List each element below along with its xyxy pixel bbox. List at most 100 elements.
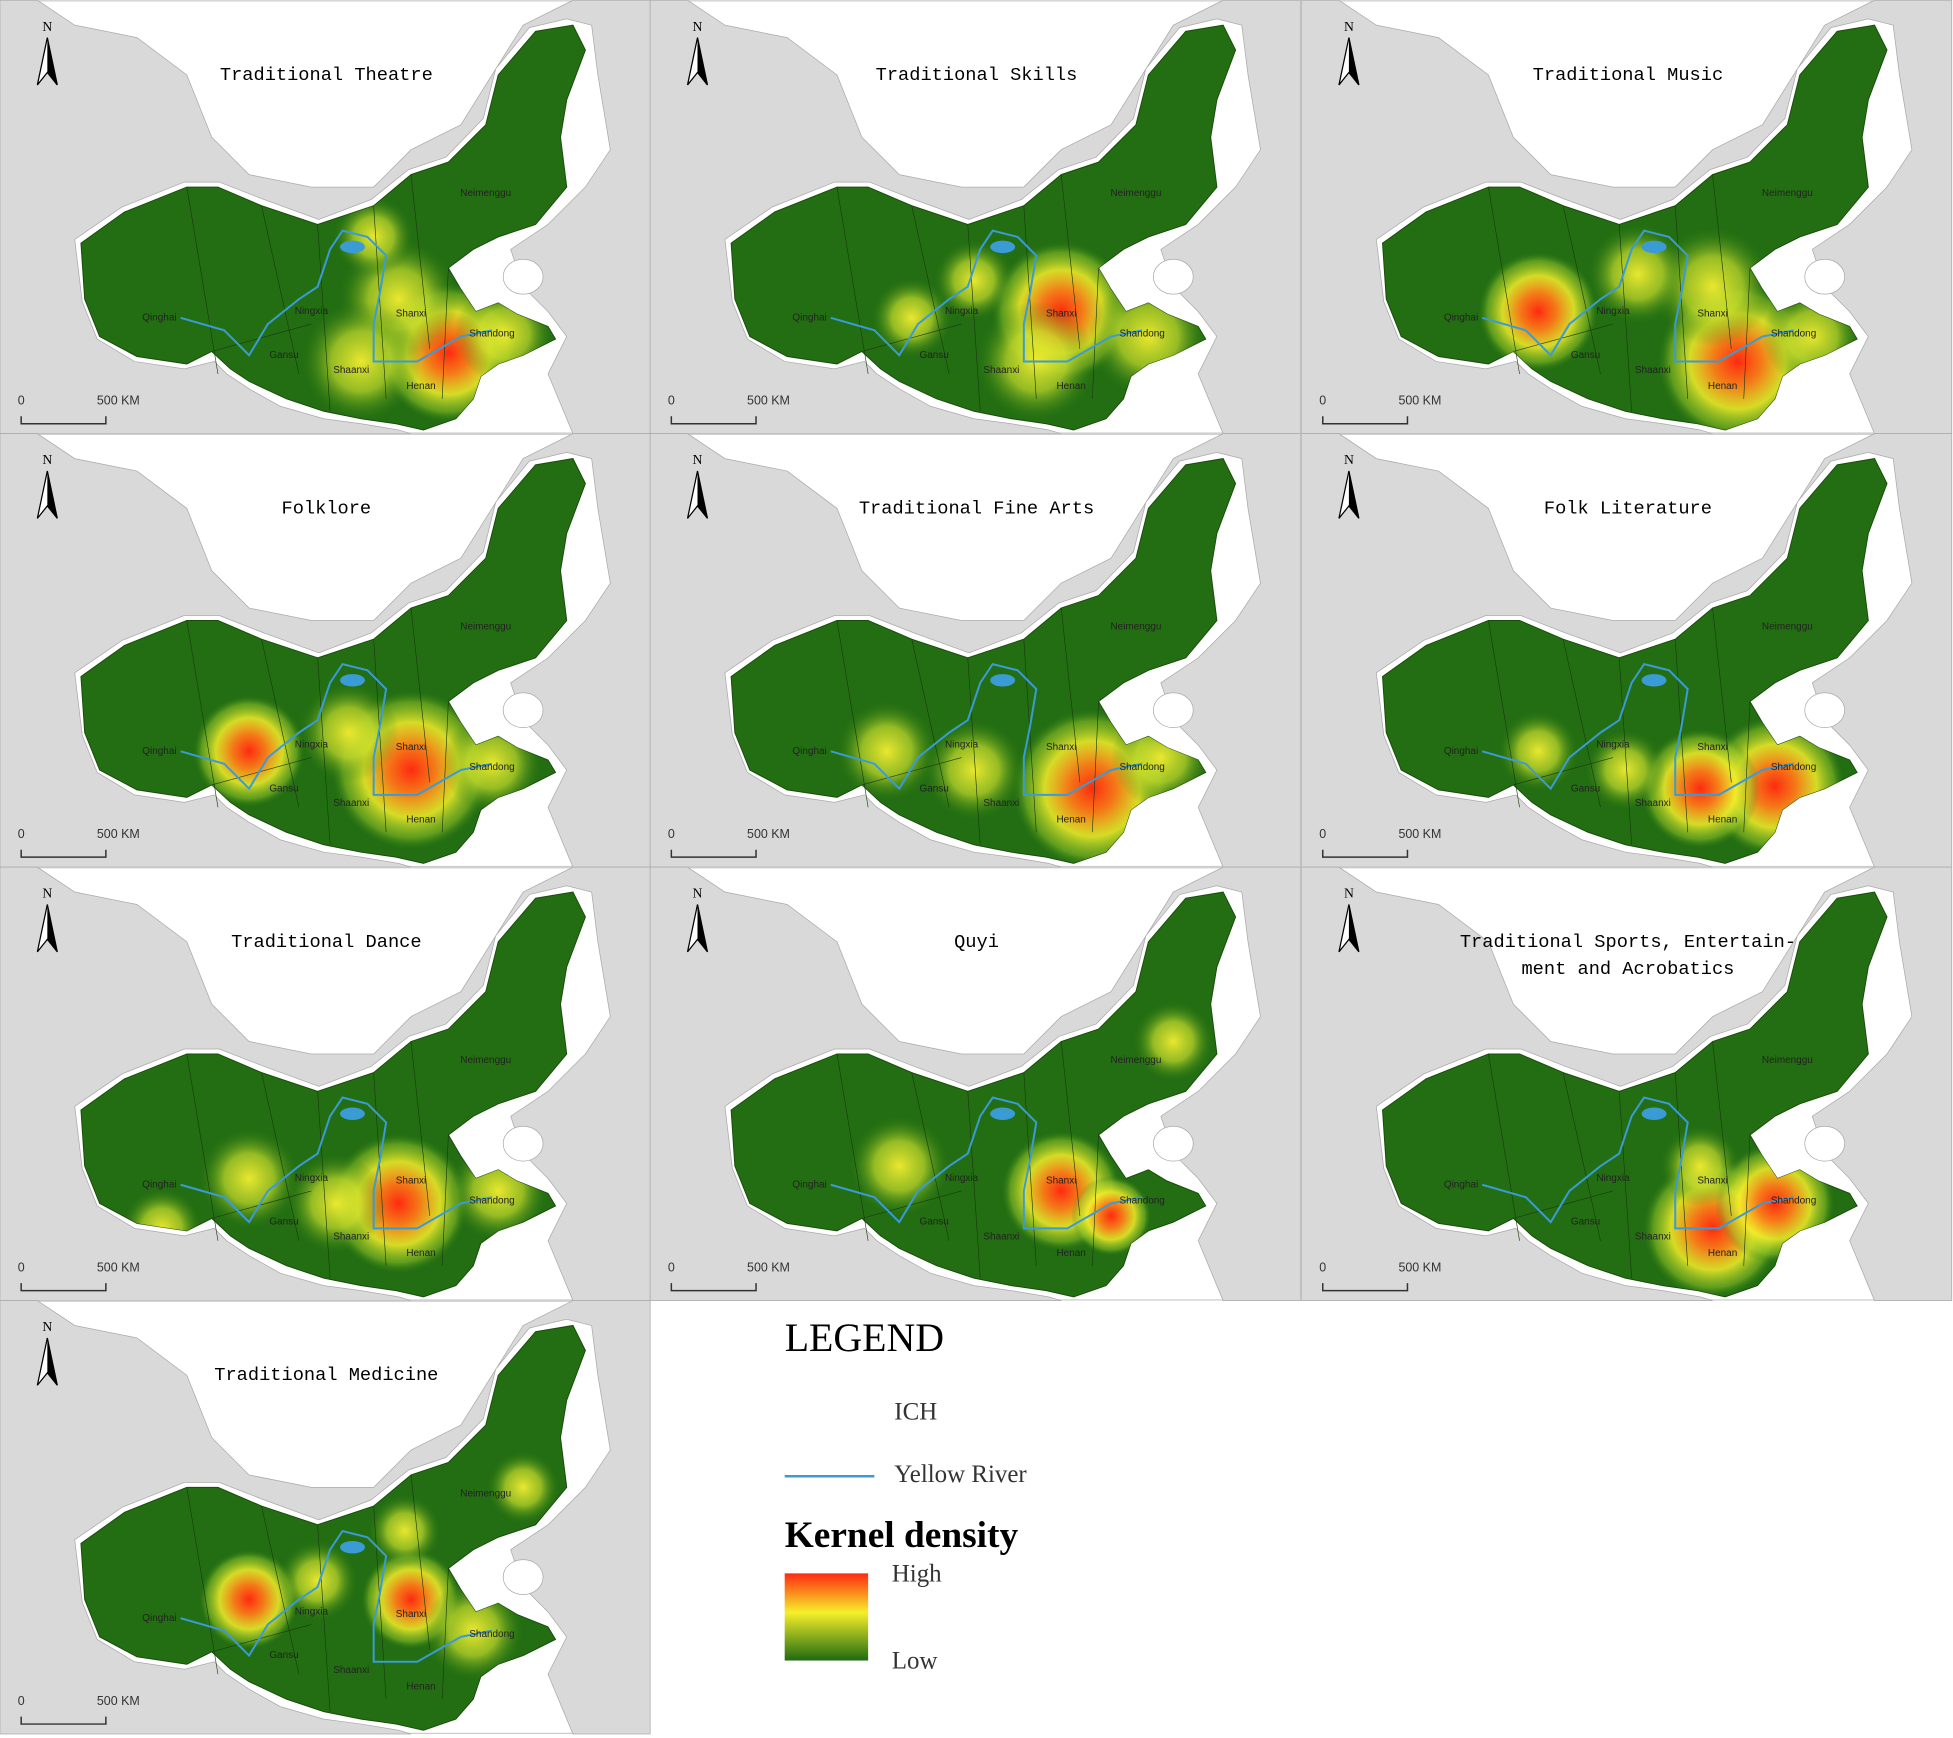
- province-label: Gansu: [919, 1217, 948, 1228]
- province-label: Ningxia: [295, 306, 329, 317]
- province-border: [836, 1053, 869, 1241]
- yellow-river: [1481, 1096, 1794, 1230]
- panel-title: Traditional Fine Arts: [859, 497, 1094, 519]
- province-label: Henan: [1056, 381, 1085, 392]
- province-label: Gansu: [919, 350, 948, 361]
- province-label: Shandong: [469, 762, 514, 773]
- province-border: [1562, 205, 1601, 374]
- river-loop: [340, 674, 365, 687]
- yellow-river: [180, 229, 493, 363]
- province-label: Gansu: [269, 783, 298, 794]
- province-border: [911, 205, 950, 374]
- province-label: Shandong: [469, 1196, 514, 1207]
- province-border: [861, 323, 962, 352]
- scale-bar: [1322, 849, 1409, 858]
- yellow-river: [830, 662, 1143, 796]
- province-border: [1060, 174, 1081, 350]
- province-label: Shanxi: [1697, 309, 1727, 320]
- scale-end: 500 KM: [1398, 1260, 1441, 1274]
- province-border: [1674, 1072, 1689, 1266]
- province-label: Henan: [406, 1681, 435, 1692]
- province-label: Henan: [406, 814, 435, 825]
- north-label: N: [1344, 452, 1354, 467]
- panel-title: Traditional Music: [1533, 64, 1723, 86]
- province-border: [211, 323, 312, 352]
- density-hotspot: [487, 1451, 559, 1524]
- province-border: [410, 608, 431, 783]
- province-label: Gansu: [1571, 1217, 1600, 1228]
- province-label: Shandong: [1771, 329, 1816, 340]
- province-label: Neimenggu: [460, 621, 511, 632]
- legend-high: High: [892, 1561, 942, 1588]
- province-label: Shaanxi: [1635, 1232, 1671, 1243]
- yellow-river: [1481, 229, 1794, 363]
- province-label: Ningxia: [945, 740, 979, 751]
- province-border: [1618, 1091, 1632, 1279]
- province-border: [441, 1134, 449, 1266]
- province-border: [373, 639, 387, 833]
- north-arrow-fill: [1348, 904, 1359, 952]
- density-hotspot: [193, 695, 305, 808]
- province-label: Shaanxi: [983, 1232, 1019, 1243]
- province-border: [373, 1506, 387, 1700]
- province-border: [967, 657, 981, 845]
- province-label: Neimenggu: [460, 1488, 511, 1499]
- bohai-sea: [1804, 258, 1846, 295]
- province-border: [1743, 1134, 1751, 1266]
- province-label: Shaanxi: [1635, 365, 1671, 376]
- density-layer: [849, 1001, 1214, 1256]
- density-hotspot: [333, 197, 414, 277]
- yellow-river: [180, 1096, 493, 1230]
- province-border: [1513, 1190, 1614, 1219]
- density-hotspot: [423, 1580, 524, 1681]
- province-label: Shaanxi: [1635, 798, 1671, 809]
- north-label: N: [693, 886, 703, 901]
- river-loop: [990, 1107, 1016, 1120]
- province-border: [1674, 639, 1689, 833]
- province-border: [1023, 639, 1037, 833]
- density-hotspot: [924, 720, 1024, 820]
- scale-end: 500 KM: [1398, 394, 1441, 408]
- density-layer: [199, 1451, 559, 1681]
- province-border: [1674, 205, 1689, 399]
- province-label: Shaanxi: [333, 1232, 369, 1243]
- province-border: [441, 701, 449, 833]
- north-label: N: [42, 886, 52, 901]
- legend-river: Yellow River: [894, 1461, 1027, 1488]
- province-border: [836, 187, 869, 374]
- scale-end: 500 KM: [97, 394, 140, 408]
- province-border: [1488, 620, 1520, 808]
- province-label: Ningxia: [1596, 306, 1630, 317]
- province-label: Gansu: [269, 350, 298, 361]
- province-border: [410, 1041, 431, 1216]
- scale-start: 0: [668, 827, 675, 841]
- province-label: Neimenggu: [1762, 1055, 1813, 1066]
- north-arrow-fill: [697, 471, 708, 519]
- province-label: Ningxia: [945, 1173, 979, 1184]
- density-hotspot: [301, 301, 421, 422]
- scale-start: 0: [18, 1694, 25, 1708]
- province-label: Qinghai: [1444, 1179, 1478, 1190]
- province-label: Shandong: [1119, 1196, 1164, 1207]
- scale-start: 0: [18, 827, 25, 841]
- map-panel: Neimenggu Qinghai Ningxia Gansu Shaanxi Shanx…: [1301, 866, 1953, 1301]
- density-hotspot: [1498, 711, 1579, 792]
- province-border: [1513, 757, 1614, 786]
- province-label: Henan: [1056, 1248, 1085, 1259]
- province-label: Henan: [406, 1248, 435, 1259]
- province-label: Shanxi: [1046, 1176, 1076, 1187]
- province-border: [261, 639, 300, 808]
- density-hotspot: [837, 701, 937, 802]
- density-hotspot: [199, 1549, 299, 1650]
- north-label: N: [42, 452, 52, 467]
- province-border: [441, 1568, 449, 1700]
- province-border: [410, 1474, 431, 1650]
- north-label: N: [693, 19, 703, 34]
- yellow-river: [830, 229, 1143, 363]
- province-border: [186, 1053, 219, 1241]
- province-label: Ningxia: [1596, 740, 1630, 751]
- province-border: [211, 1624, 312, 1653]
- density-hotspot: [871, 277, 952, 358]
- density-layer: [193, 682, 542, 850]
- province-label: Shaanxi: [983, 798, 1019, 809]
